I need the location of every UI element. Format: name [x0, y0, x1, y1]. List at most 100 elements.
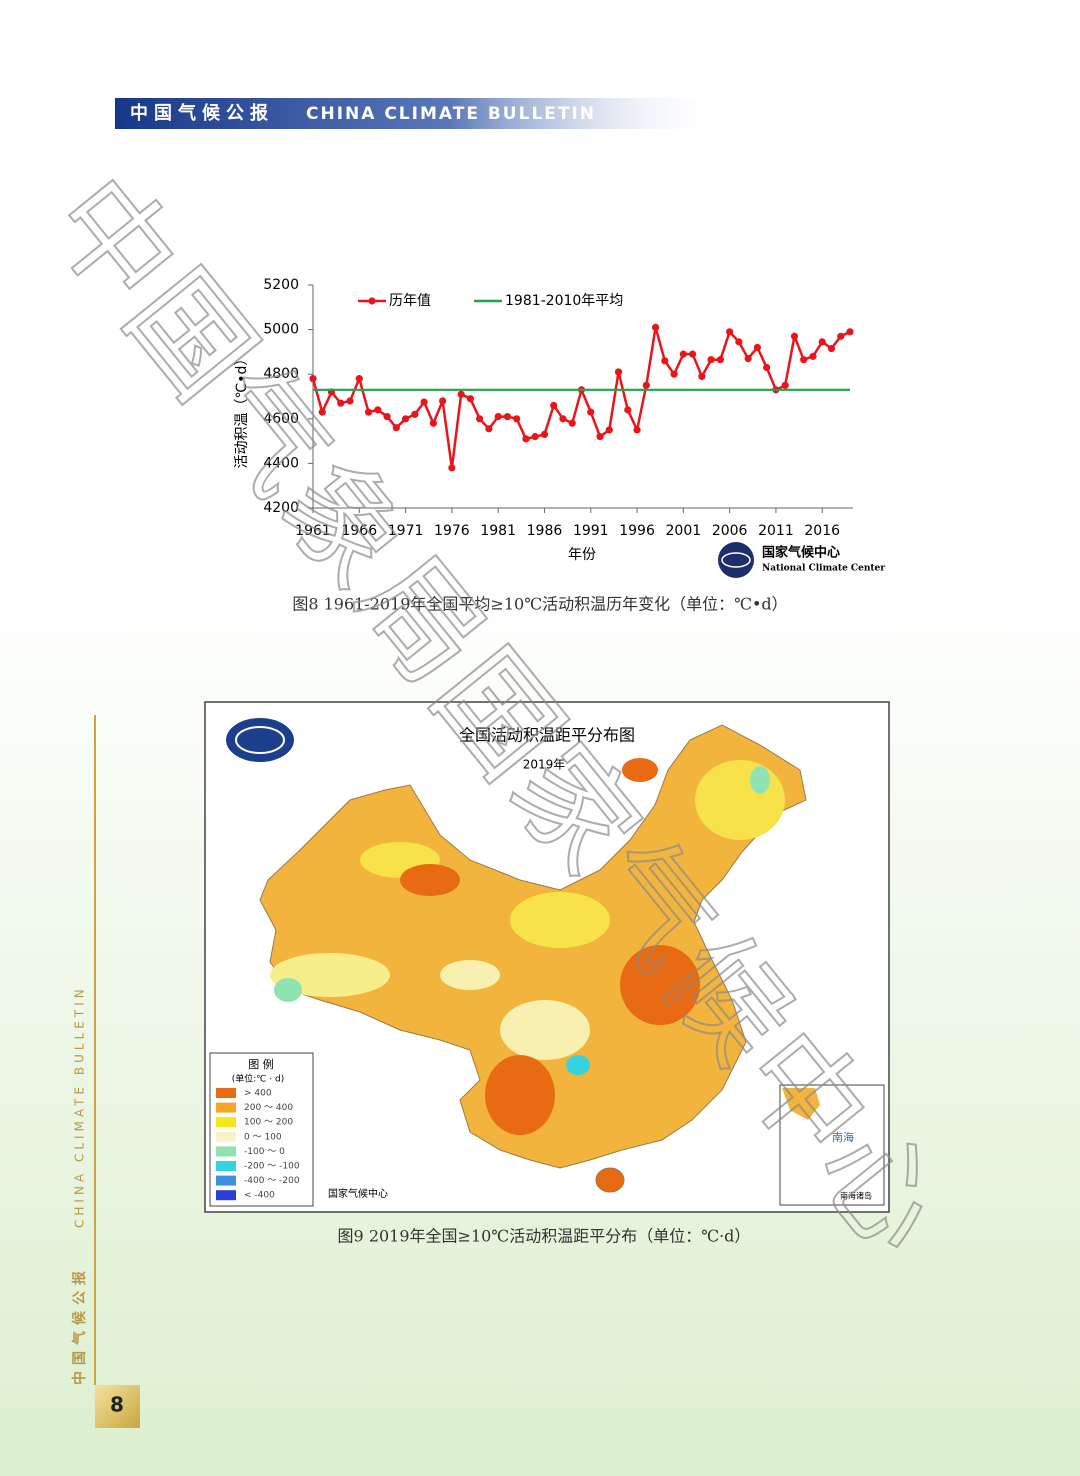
cyan-region [566, 1055, 590, 1075]
y-axis-label: 活动积温（℃•d） [234, 352, 250, 469]
emblem-ring [235, 726, 285, 754]
data-point [735, 338, 743, 346]
data-point [457, 390, 465, 398]
data-point [596, 433, 604, 441]
legend-label: 200 ～ 400 [244, 1103, 293, 1113]
orange-region [485, 1055, 555, 1135]
data-point [439, 397, 447, 405]
data-point [374, 406, 382, 414]
data-point [716, 356, 724, 364]
map-legend-title: 图 例 [248, 1057, 274, 1071]
sidebar-title-cn: 中国气候公报 [71, 1265, 88, 1385]
inset-note: 南海诸岛 [840, 1191, 872, 1201]
legend-swatch [216, 1117, 236, 1128]
page-number: 8 [110, 1393, 124, 1417]
data-point [401, 415, 410, 423]
data-point [420, 398, 428, 406]
data-point [605, 426, 613, 434]
data-point [522, 435, 530, 443]
x-tick-label: 2001 [666, 523, 702, 539]
data-point [744, 354, 752, 363]
map-legend-unit: (单位:℃ · d) [232, 1073, 284, 1085]
logo-name-cn: 国家气候中心 [762, 545, 840, 561]
legend-label: 0 ～ 100 [244, 1132, 282, 1142]
x-tick-label: 1991 [573, 523, 609, 539]
header-title-cn: 中国气候公报 [130, 102, 274, 124]
data-point [661, 357, 669, 365]
map-emblem [226, 718, 294, 762]
data-point [763, 363, 771, 372]
data-point [494, 412, 502, 421]
x-tick-label: 1971 [388, 523, 424, 539]
data-point [337, 399, 345, 407]
inset-land [782, 1088, 820, 1120]
data-point [642, 381, 650, 389]
data-point [355, 375, 363, 383]
data-point [837, 332, 845, 340]
data-point [485, 425, 493, 433]
legend-swatch [216, 1131, 236, 1142]
x-axis-label: 年份 [568, 547, 596, 563]
green-region [274, 978, 302, 1002]
green-region [750, 766, 770, 794]
legend-label: -100 ～ 0 [244, 1147, 285, 1157]
data-point [448, 464, 456, 472]
x-tick-label: 1966 [341, 523, 377, 539]
data-point [614, 368, 623, 376]
x-tick-label: 2006 [712, 523, 748, 539]
legend-label: -400 ～ -200 [244, 1176, 300, 1186]
data-point [827, 344, 836, 353]
data-point [476, 415, 484, 423]
data-point [392, 424, 400, 432]
data-point [346, 397, 354, 405]
data-point [383, 412, 391, 421]
data-point [309, 375, 317, 383]
orange-region [622, 758, 658, 782]
data-point [679, 350, 687, 358]
map-legend: > 400 200 ～ 400 100 ～ 200 0 ～ 100 -100 ～ 0 -2… [216, 1088, 300, 1201]
legend-marker [368, 297, 376, 305]
data-point [651, 323, 660, 331]
figure-caption: 图8 1961-2019年全国平均≥10℃活动积温历年变化（单位：℃•d） [292, 595, 787, 614]
legend-swatch [216, 1175, 236, 1186]
map-source: 国家气候中心 [328, 1187, 388, 1200]
legend-swatch [216, 1102, 236, 1113]
inset-label: 南海 [832, 1130, 854, 1144]
legend-label: 1981-2010年平均 [505, 293, 623, 309]
x-tick-label: 1961 [295, 523, 331, 539]
logo-emblem [718, 542, 754, 578]
data-point [689, 350, 697, 358]
legend-label: > 400 [244, 1089, 272, 1099]
header-title-en: CHINA CLIMATE BULLETIN [306, 104, 596, 124]
ncc-logo: 国家气候中心 National Climate Center [718, 542, 885, 578]
data-point [800, 356, 808, 364]
y-tick-label: 5200 [263, 277, 299, 293]
logo-ring [721, 552, 751, 568]
orange-region [620, 945, 700, 1025]
data-point [790, 332, 799, 340]
data-point [809, 352, 817, 360]
data-point [364, 408, 373, 416]
x-tick-label: 1981 [480, 523, 516, 539]
data-point [466, 395, 474, 403]
data-point [846, 328, 854, 336]
data-point [550, 401, 558, 410]
y-tick-label: 5000 [263, 322, 299, 338]
y-tick-label: 4200 [263, 500, 299, 516]
orange-region [400, 864, 460, 896]
pale-region [440, 960, 500, 990]
data-point [587, 408, 595, 416]
data-point [726, 328, 734, 336]
data-point [633, 426, 641, 434]
china-outline [259, 724, 807, 1169]
legend-swatch [216, 1161, 236, 1171]
y-tick-label: 4800 [263, 366, 299, 382]
data-point [559, 415, 567, 423]
x-tick-label: 2016 [804, 523, 840, 539]
x-tick-label: 1976 [434, 523, 470, 539]
yellow-region [695, 760, 785, 840]
legend-swatch [216, 1088, 236, 1098]
data-point [707, 356, 715, 364]
emblem [226, 718, 294, 762]
